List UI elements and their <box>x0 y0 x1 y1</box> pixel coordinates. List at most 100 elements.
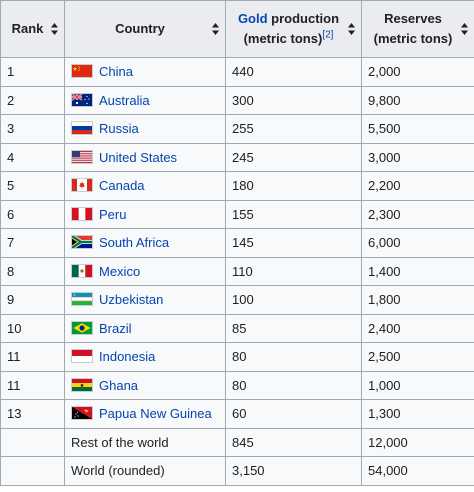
reserves-header[interactable]: Reserves (metric tons) <box>361 0 474 58</box>
production-cell: 80 <box>225 342 362 372</box>
country-cell: Russia <box>64 114 226 144</box>
canada-flag-icon <box>71 178 93 193</box>
country-link[interactable]: Papua New Guinea <box>99 406 212 422</box>
reserves-cell: 2,200 <box>361 171 474 201</box>
rank-cell: 2 <box>0 85 65 115</box>
country-link[interactable]: China <box>99 64 133 80</box>
production-cell: 100 <box>225 285 362 315</box>
country-cell: Canada <box>64 171 226 201</box>
table-body: 1 China 440 2,000 2 Australia 300 9,800 3 Russia 2… <box>0 57 474 486</box>
rank-header[interactable]: Rank <box>0 0 65 58</box>
rank-cell: 9 <box>0 285 65 315</box>
table-row: 11 Indonesia 80 2,500 <box>0 342 474 372</box>
production-cell: 80 <box>225 370 362 400</box>
production-cell: 60 <box>225 399 362 429</box>
rank-cell: 5 <box>0 171 65 201</box>
country-cell: Ghana <box>64 370 226 400</box>
mexico-flag-icon <box>71 263 93 278</box>
table-row: 5 Canada 180 2,200 <box>0 171 474 201</box>
country-header[interactable]: Country <box>64 0 226 58</box>
reserves-cell: 12,000 <box>361 427 474 457</box>
reserves-cell: 54,000 <box>361 456 474 486</box>
production-cell: 255 <box>225 114 362 144</box>
country-link[interactable]: Canada <box>99 178 145 194</box>
production-cell: 300 <box>225 85 362 115</box>
table-row: 11 Ghana 80 1,000 <box>0 370 474 400</box>
rank-cell <box>0 427 65 457</box>
country-link[interactable]: Russia <box>99 121 139 137</box>
country-link[interactable]: Indonesia <box>99 349 156 365</box>
table-row: 7 South Africa 145 6,000 <box>0 228 474 258</box>
country-cell: South Africa <box>64 228 226 258</box>
table-row: 1 China 440 2,000 <box>0 57 474 87</box>
reserves-cell: 1,800 <box>361 285 474 315</box>
indonesia-flag-icon <box>71 349 93 364</box>
table-row: 8 Mexico 110 1,400 <box>0 256 474 286</box>
country-cell: Mexico <box>64 256 226 286</box>
table-row: 6 Peru 155 2,300 <box>0 199 474 229</box>
header-row: Rank Country Gold production (metric tons… <box>0 0 474 58</box>
production-cell: 3,150 <box>225 456 362 486</box>
gold-production-header-text: production <box>267 11 340 26</box>
country-link[interactable]: Australia <box>99 92 150 108</box>
united-states-flag-icon <box>71 149 93 164</box>
rank-cell: 11 <box>0 370 65 400</box>
ghana-flag-icon <box>71 377 93 392</box>
gold-units-label: (metric tons) <box>243 31 323 46</box>
country-link[interactable]: Peru <box>99 206 127 222</box>
rank-cell: 3 <box>0 114 65 144</box>
rank-cell: 10 <box>0 313 65 343</box>
rank-cell: 7 <box>0 228 65 258</box>
table-row: 9 Uzbekistan 100 1,800 <box>0 285 474 315</box>
rank-cell <box>0 456 65 486</box>
country-cell: Brazil <box>64 313 226 343</box>
russia-flag-icon <box>71 121 93 136</box>
reserves-cell: 3,000 <box>361 142 474 172</box>
reserves-cell: 2,300 <box>361 199 474 229</box>
country-cell: Peru <box>64 199 226 229</box>
country-link[interactable]: Ghana <box>99 377 139 393</box>
sort-icon[interactable] <box>348 23 355 35</box>
uzbekistan-flag-icon <box>71 292 93 307</box>
country-link[interactable]: Brazil <box>99 320 132 336</box>
australia-flag-icon <box>71 92 93 107</box>
table-row: 13 Papua New Guinea 60 1,300 <box>0 399 474 429</box>
production-cell: 245 <box>225 142 362 172</box>
gold-production-header[interactable]: Gold production (metric tons)[2] <box>225 0 362 58</box>
summary-label-cell: World (rounded) <box>64 456 226 486</box>
production-cell: 180 <box>225 171 362 201</box>
country-link[interactable]: United States <box>99 149 178 165</box>
sort-icon[interactable] <box>51 23 58 35</box>
production-cell: 440 <box>225 57 362 87</box>
peru-flag-icon <box>71 206 93 221</box>
country-cell: Papua New Guinea <box>64 399 226 429</box>
table-row: 4 United States 245 3,000 <box>0 142 474 172</box>
reserves-cell: 2,000 <box>361 57 474 87</box>
rank-cell: 6 <box>0 199 65 229</box>
country-link[interactable]: Uzbekistan <box>99 292 164 308</box>
gold-link[interactable]: Gold <box>237 11 268 26</box>
sort-icon[interactable] <box>461 23 468 35</box>
rank-header-label: Rank <box>11 21 44 36</box>
papua-new-guinea-flag-icon <box>71 406 93 421</box>
production-cell: 145 <box>225 228 362 258</box>
country-link[interactable]: South Africa <box>99 235 170 251</box>
summary-row: Rest of the world 845 12,000 <box>0 427 474 457</box>
country-cell: China <box>64 57 226 87</box>
reserves-cell: 6,000 <box>361 228 474 258</box>
country-cell: Uzbekistan <box>64 285 226 315</box>
table-row: 3 Russia 255 5,500 <box>0 114 474 144</box>
country-header-label: Country <box>115 21 165 36</box>
gold-production-header-label: Gold production (metric tons)[2] <box>238 9 349 49</box>
sort-icon[interactable] <box>212 23 219 35</box>
production-cell: 110 <box>225 256 362 286</box>
table-row: 2 Australia 300 9,800 <box>0 85 474 115</box>
country-link[interactable]: Mexico <box>99 263 141 279</box>
reserves-header-label: Reserves (metric tons) <box>374 9 463 49</box>
reserves-cell: 1,000 <box>361 370 474 400</box>
reference-link[interactable]: [2] <box>322 29 334 41</box>
reserves-units-label: (metric tons) <box>373 31 453 46</box>
summary-label-cell: Rest of the world <box>64 427 226 457</box>
reserves-cell: 1,300 <box>361 399 474 429</box>
